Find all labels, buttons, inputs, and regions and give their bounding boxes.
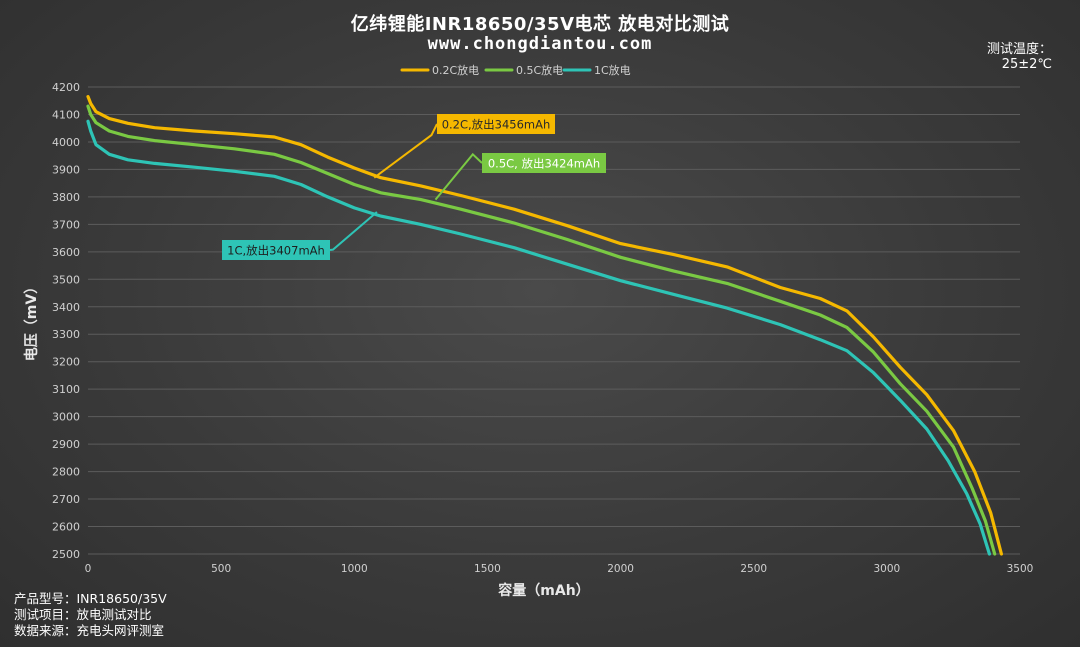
x-tick-label: 3000 [873, 563, 900, 575]
annotation-label-2: 1C,放出3407mAh [227, 244, 325, 258]
y-tick-label: 2500 [52, 548, 80, 561]
x-tick-label: 1000 [341, 563, 368, 575]
footer-test-item: 测试项目：放电测试对比 [14, 607, 152, 622]
y-tick-label: 2900 [52, 438, 80, 451]
annotation-box-2 [222, 240, 330, 260]
annotation-label-0: 0.2C,放出3456mAh [442, 118, 551, 132]
x-tick-label: 3500 [1007, 563, 1034, 575]
x-tick-label: 500 [211, 563, 231, 575]
y-tick-label: 3600 [52, 246, 80, 259]
y-tick-label: 3900 [52, 163, 80, 176]
x-tick-label: 2000 [607, 563, 634, 575]
footer-product-model: 产品型号：INR18650/35V [14, 591, 167, 606]
x-axis-label: 容量（mAh） [497, 582, 589, 599]
legend-label: 0.2C放电 [432, 63, 479, 77]
y-axis-label: 电压（mV） [23, 280, 40, 361]
annotation-box-0 [437, 114, 555, 134]
y-tick-label: 3500 [52, 273, 80, 286]
annotation-leader-2 [329, 211, 378, 251]
y-tick-label: 2700 [52, 493, 80, 506]
y-tick-label: 3200 [52, 356, 80, 369]
x-tick-label: 1500 [474, 563, 501, 575]
temperature-label: 测试温度： [986, 42, 1052, 57]
y-tick-label: 4200 [52, 81, 80, 94]
chart-title: 亿纬锂能INR18650/35V电芯 放电对比测试 [350, 14, 730, 35]
website-subtitle: www.chongdiantou.com [427, 34, 653, 54]
series-line-1 [86, 104, 997, 556]
temperature-value: 25±2℃ [1001, 57, 1052, 72]
legend-label: 1C放电 [594, 63, 631, 77]
y-tick-label: 2800 [52, 466, 80, 479]
series-line-0 [86, 95, 1003, 556]
y-tick-label: 3000 [52, 411, 80, 424]
series-line-2 [86, 119, 991, 556]
y-tick-label: 3800 [52, 191, 80, 204]
x-tick-label: 0 [85, 563, 92, 575]
y-tick-label: 4000 [52, 136, 80, 149]
annotation-label-1: 0.5C, 放出3424mAh [488, 157, 600, 171]
y-tick-label: 3300 [52, 328, 80, 341]
y-tick-label: 3700 [52, 218, 80, 231]
y-tick-label: 2600 [52, 521, 80, 534]
annotation-box-1 [482, 153, 606, 173]
annotation-leader-0 [373, 123, 438, 179]
y-tick-label: 4100 [52, 108, 80, 121]
footer-data-source: 数据来源：充电头网评测室 [14, 623, 165, 638]
y-tick-label: 3400 [52, 301, 80, 314]
y-tick-label: 3100 [52, 383, 80, 396]
footer-info: 产品型号：INR18650/35V 测试项目：放电测试对比 数据来源：充电头网评… [14, 591, 167, 639]
x-tick-label: 2500 [740, 563, 767, 575]
legend-label: 0.5C放电 [516, 63, 563, 77]
annotation-leader-1 [434, 152, 483, 201]
